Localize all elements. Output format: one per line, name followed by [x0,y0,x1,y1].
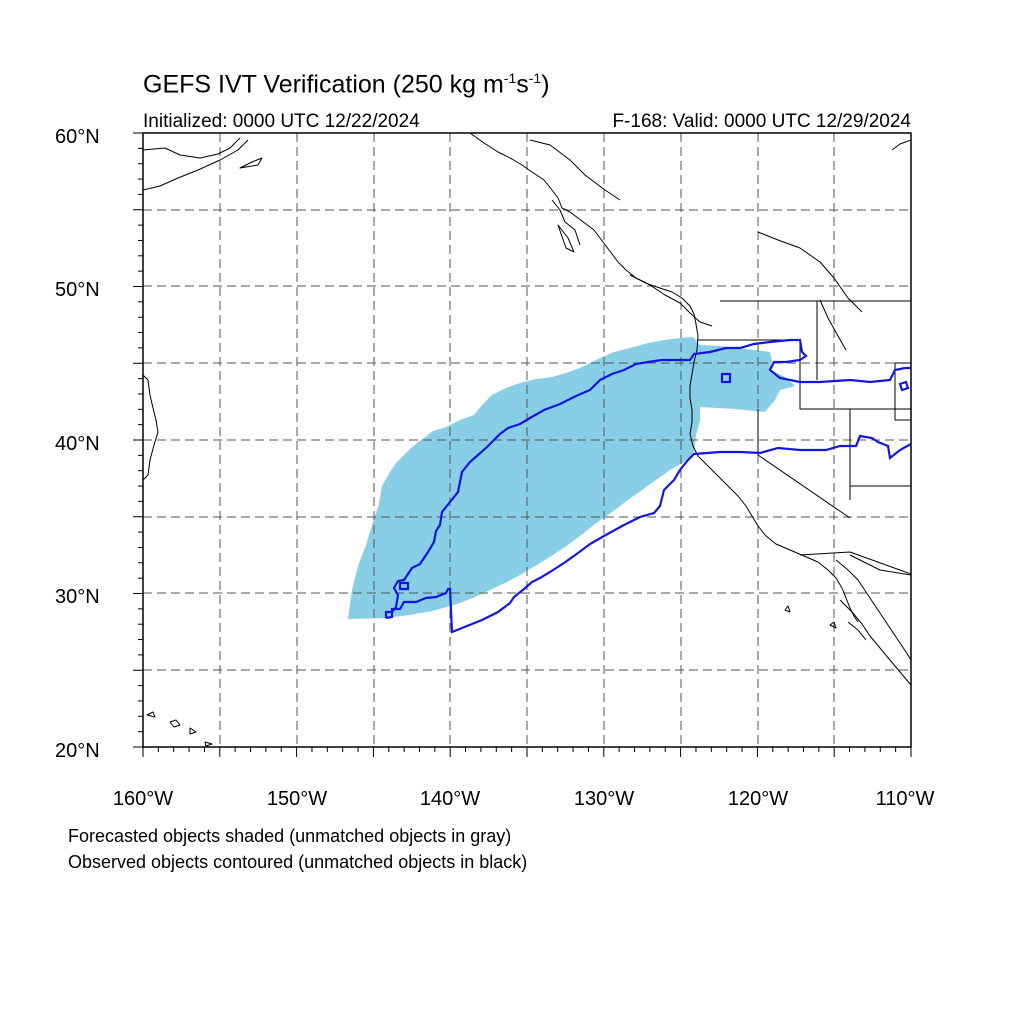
lat-label-30n: 30°N [55,586,100,608]
title-close: ) [541,70,550,99]
title-exponent-1: -1 [503,70,517,86]
valid-time-label: F-168: Valid: 0000 UTC 12/29/2024 [612,111,911,132]
lat-label-60n: 60°N [55,126,100,148]
axis-ticks [133,132,912,757]
lon-label-160w: 160°W [113,788,173,810]
legend-observed: Observed objects contoured (unmatched ob… [68,852,528,872]
lon-label-130w: 130°W [574,788,634,810]
title-unit-s: s [516,70,529,99]
lon-label-120w: 120°W [728,788,788,810]
lon-label-150w: 150°W [267,788,327,810]
legend-forecast: Forecasted objects shaded (unmatched obj… [68,826,512,846]
lat-label-50n: 50°N [55,279,100,301]
lon-label-140w: 140°W [420,788,480,810]
coastlines [143,133,911,747]
title-exponent-2: -1 [528,70,542,86]
graticule [143,133,911,747]
lat-label-20n: 20°N [55,740,100,762]
initialized-label: Initialized: 0000 UTC 12/22/2024 [143,111,420,132]
forecast-object [348,337,795,619]
lat-label-40n: 40°N [55,433,100,455]
lon-label-110w: 110°W [876,788,935,810]
observed-contours [384,338,911,634]
title-text: GEFS IVT Verification (250 kg m [143,70,504,99]
map-title: GEFS IVT Verification (250 kg m-1s-1) [143,70,550,99]
